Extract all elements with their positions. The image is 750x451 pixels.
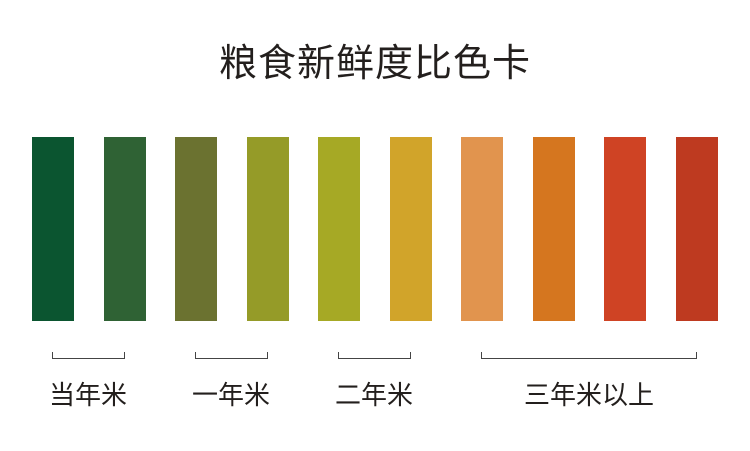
color-swatch-1 (32, 137, 74, 321)
color-swatch-10 (676, 137, 718, 321)
group-label-two-year: 二年米 (334, 381, 413, 411)
group-label-one-year: 一年米 (191, 381, 270, 411)
color-swatch-3 (175, 137, 217, 321)
color-swatch-2 (104, 137, 146, 321)
color-swatch-4 (247, 137, 289, 321)
color-swatch-5 (318, 137, 360, 321)
group-bracket-one-year (195, 352, 268, 359)
color-swatch-9 (604, 137, 646, 321)
color-swatch-7 (461, 137, 503, 321)
group-bracket-current-year (52, 352, 125, 359)
color-swatch-6 (390, 137, 432, 321)
color-swatch-8 (533, 137, 575, 321)
group-label-three-plus-year: 三年米以上 (523, 381, 654, 411)
group-label-current-year: 当年米 (48, 381, 127, 411)
page-title: 粮食新鲜度比色卡 (218, 41, 531, 85)
group-bracket-three-plus-year (481, 352, 697, 359)
group-bracket-two-year (338, 352, 411, 359)
